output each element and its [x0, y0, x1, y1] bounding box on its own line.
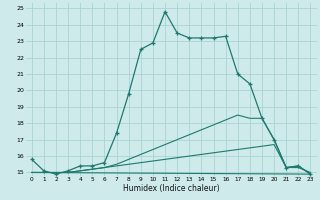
X-axis label: Humidex (Indice chaleur): Humidex (Indice chaleur): [123, 184, 220, 193]
